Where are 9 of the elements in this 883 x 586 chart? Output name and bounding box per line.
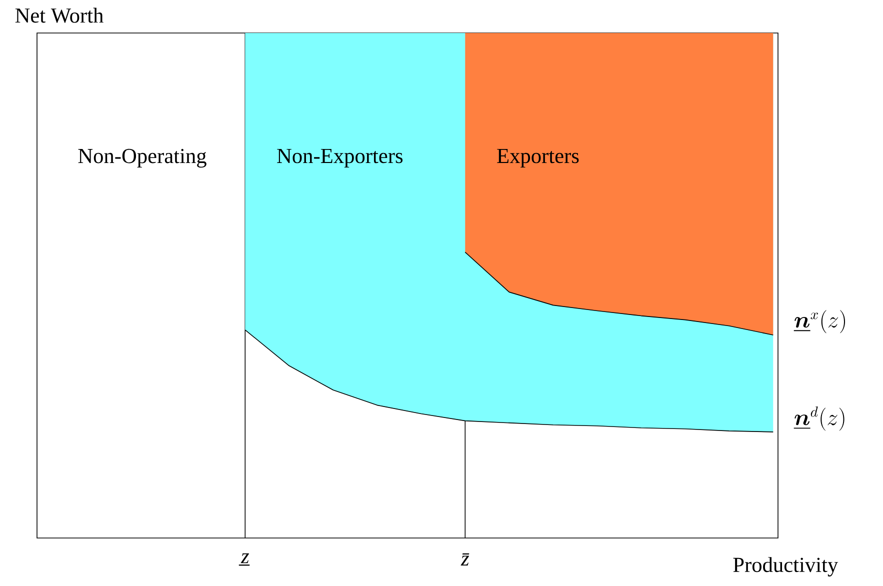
- series-label: $\underline{\boldsymbol{n}}^{x}(z)$: [794, 310, 846, 334]
- x-tick-label: z̲: [238, 553, 250, 566]
- series-label: $\underline{\boldsymbol{n}}^{d}(z)$: [794, 406, 844, 431]
- text: Net Worth: [15, 8, 104, 23]
- x-axis-title: Productivity: [733, 557, 838, 576]
- series-label: Exporters: [497, 148, 579, 168]
- text: Non-Operating: [78, 148, 206, 168]
- series-label: Non-Exporters: [277, 148, 403, 168]
- x-tick-label: z̄: [460, 553, 470, 566]
